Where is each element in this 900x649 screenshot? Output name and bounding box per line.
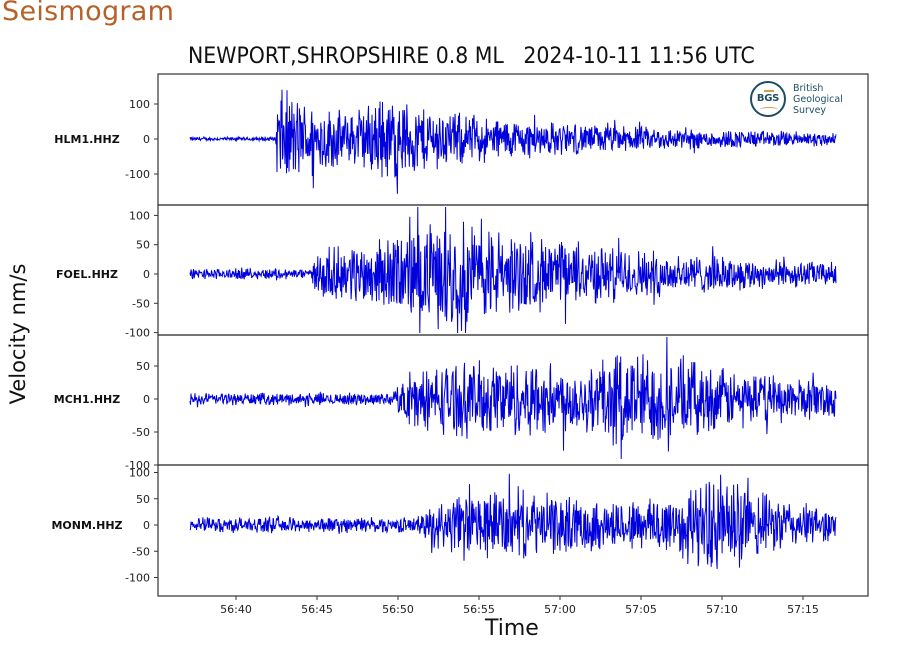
waveform-mch1-hhz (189, 336, 837, 460)
y-tick-label: 0 (143, 393, 150, 406)
wave-icon (760, 107, 778, 112)
x-tick-label: 57:15 (787, 603, 819, 616)
y-tick-label: -100 (125, 572, 150, 585)
waveform-traces (189, 89, 837, 570)
y-tick-label: -100 (125, 327, 150, 340)
logo-line-1: British (793, 83, 824, 94)
y-tick-label: -100 (125, 168, 150, 181)
waveform-monm-hhz (189, 473, 837, 570)
waveform-hlm1-hhz (189, 89, 837, 194)
y-tick-label: -50 (132, 545, 150, 558)
bgs-logo: BGS British Geological Survey (750, 80, 860, 124)
logo-line-3: Survey (793, 105, 827, 116)
chart-title: NEWPORT,SHROPSHIRE 0.8 ML 2024-10-11 11:… (188, 44, 755, 69)
station-label: FOEL.HHZ (56, 268, 118, 281)
station-label: HLM1.HHZ (54, 133, 119, 146)
y-tick-label: -100 (125, 459, 150, 472)
y-axis-label: Velocity nm/s (6, 263, 30, 405)
y-tick-label: 50 (136, 239, 150, 252)
y-tick-label: 100 (129, 98, 150, 111)
y-tick-label: -50 (132, 297, 150, 310)
y-tick-label: 0 (143, 268, 150, 281)
x-tick-label: 57:10 (706, 603, 738, 616)
logo-line-2: Geological (793, 94, 843, 105)
x-tick-label: 56:55 (463, 603, 495, 616)
axis-labels: 100 0 -100 HLM1.HHZ 100 50 0 -50 -100 FOEL.HHZ 50 0… (51, 98, 818, 616)
x-tick-label: 56:45 (301, 603, 333, 616)
y-tick-label: 50 (136, 360, 150, 373)
station-label: MCH1.HHZ (54, 393, 120, 406)
x-tick-label: 56:50 (382, 603, 414, 616)
logo-badge-text: BGS (756, 93, 780, 104)
y-tick-label: -50 (132, 426, 150, 439)
bgs-badge-icon: BGS (750, 81, 786, 117)
panel-frame (157, 464, 869, 597)
y-tick-label: 100 (129, 467, 150, 480)
y-tick-label: 0 (143, 133, 150, 146)
x-axis-label: Time (485, 616, 539, 641)
crown-icon (764, 85, 774, 92)
page-title: Seismogram (2, 0, 175, 27)
logo-text: British Geological Survey (793, 83, 843, 116)
waveform-foel-hhz (189, 206, 837, 334)
axes (154, 73, 869, 600)
station-label: MONM.HHZ (51, 519, 122, 532)
y-tick-label: 100 (129, 209, 150, 222)
x-tick-label: 57:05 (625, 603, 657, 616)
y-tick-label: 0 (143, 519, 150, 532)
x-tick-label: 56:40 (220, 603, 252, 616)
x-tick-label: 57:00 (544, 603, 576, 616)
y-tick-label: 50 (136, 493, 150, 506)
